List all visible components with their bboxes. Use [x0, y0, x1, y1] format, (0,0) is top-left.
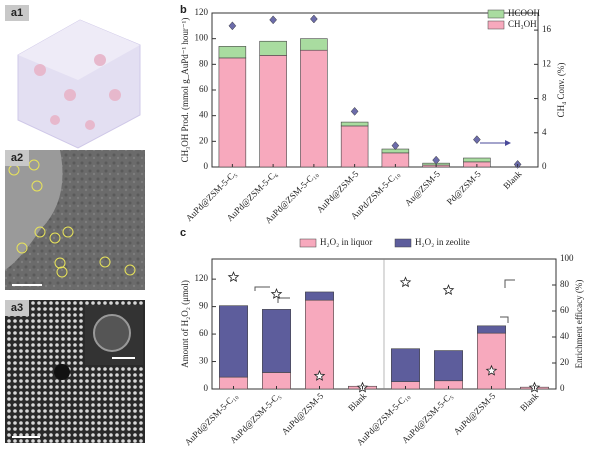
x-tick-label: AuPd@ZSM-5	[452, 390, 498, 436]
bar-segment	[340, 125, 369, 168]
bar-segment	[340, 121, 369, 127]
bar-segment	[391, 348, 420, 382]
bar-segment	[259, 40, 287, 56]
y-tick-label: 0	[204, 383, 209, 393]
panel-label: a3	[11, 302, 23, 314]
bar-segment	[477, 325, 506, 334]
y2-axis-label: Enrichment efficacy (%)	[574, 280, 584, 369]
bar-segment	[219, 305, 248, 378]
legend-swatch	[487, 20, 505, 30]
diamond-marker	[391, 141, 400, 150]
panel-label: a1	[11, 7, 23, 19]
y-tick-label: 40	[199, 110, 209, 120]
y-tick-label: 60	[199, 328, 209, 338]
x-tick-label: Blank	[501, 168, 524, 191]
x-tick-label: Blank	[346, 390, 369, 413]
panel-label: a2	[11, 152, 23, 164]
y2-tick-label: 8	[542, 93, 547, 103]
y2-tick-label: 20	[560, 357, 570, 367]
bar-segment	[434, 350, 463, 382]
y2-tick-label: 80	[560, 279, 570, 289]
bar-segment	[262, 309, 291, 373]
y-tick-label: 120	[195, 7, 209, 17]
panel-a2: a2	[5, 150, 145, 290]
y-axis-label: CH₃OH Prod. (mmol g_AuPd⁻¹ hour⁻¹)	[180, 18, 190, 163]
bar-segment	[300, 38, 328, 51]
star-marker	[227, 271, 240, 283]
star-marker	[270, 288, 283, 299]
y2-axis-label: CH₄ Conv. (%)	[556, 63, 566, 118]
y2-tick-label: 16	[542, 24, 552, 34]
y-tick-label: 120	[195, 273, 209, 283]
y-tick-label: 80	[199, 58, 209, 68]
legend-label: H₂O₂ in zeolite	[415, 237, 470, 247]
y2-tick-label: 100	[560, 253, 574, 263]
y-tick-label: 100	[195, 33, 209, 43]
y-axis-label: Amount of H₂O₂ (μmol)	[180, 280, 190, 368]
y-tick-label: 30	[199, 356, 209, 366]
y2-tick-label: 12	[542, 58, 551, 68]
bar-segment	[463, 157, 491, 163]
star-marker	[399, 276, 412, 288]
diamond-marker	[473, 135, 481, 145]
x-tick-label: Blank	[518, 390, 541, 413]
y-tick-label: 90	[199, 301, 209, 311]
panel-label: b	[180, 4, 187, 16]
legend-label: HCOOH	[508, 8, 541, 18]
y2-tick-label: 0	[542, 161, 547, 171]
diamond-marker	[228, 21, 237, 31]
legend-swatch	[299, 238, 317, 248]
star-marker	[313, 369, 326, 381]
diamond-marker	[310, 14, 318, 24]
bar-segment	[218, 46, 247, 59]
legend-label: H₂O₂ in liquor	[320, 237, 372, 247]
bar-segment	[477, 332, 506, 390]
legend-swatch	[394, 238, 412, 248]
y2-tick-label: 60	[560, 305, 570, 315]
x-tick-label: AuPd@ZSM-5	[280, 390, 326, 436]
y-tick-label: 20	[199, 135, 209, 145]
panel-label: c	[180, 227, 186, 239]
y-tick-label: 60	[199, 84, 209, 94]
diamond-marker	[350, 107, 359, 116]
star-marker	[485, 364, 498, 376]
legend-swatch	[487, 9, 505, 19]
star-marker	[442, 284, 455, 296]
legend-label: CH₃OH	[508, 19, 537, 29]
bar-segment	[305, 291, 334, 301]
x-tick-label: Pd@ZSM-5	[445, 168, 483, 206]
bar-segment	[300, 49, 328, 168]
panel-a1: a1	[5, 5, 141, 149]
panel-a3: a3	[5, 300, 145, 443]
y-tick-label: 0	[204, 161, 209, 171]
bar-segment	[218, 57, 247, 168]
bar-segment	[259, 55, 287, 168]
y2-tick-label: 4	[542, 127, 547, 137]
y2-tick-label: 40	[560, 331, 570, 341]
diamond-marker	[269, 15, 277, 25]
y2-tick-label: 0	[560, 383, 565, 393]
x-tick-label: Au@ZSM-5	[403, 168, 442, 207]
